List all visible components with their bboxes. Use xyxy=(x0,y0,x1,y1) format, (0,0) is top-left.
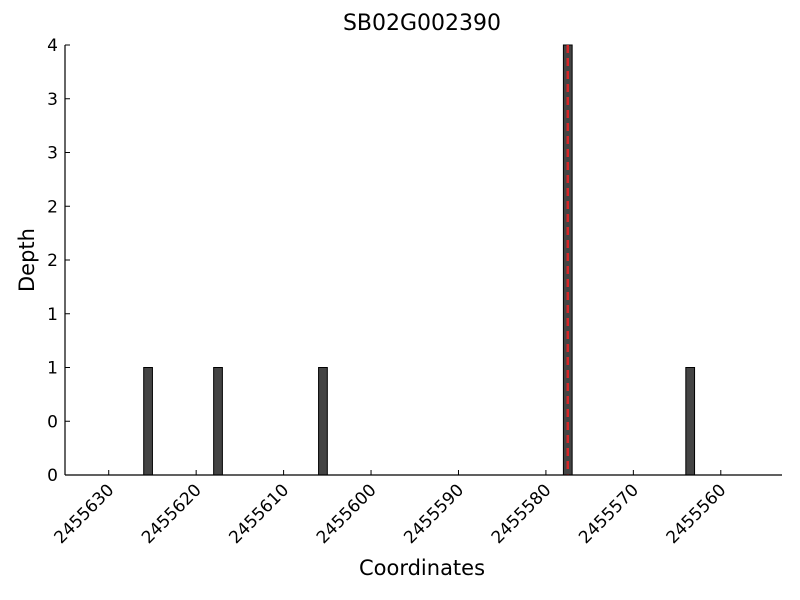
bar xyxy=(143,367,153,476)
x-tick-label: 2455580 xyxy=(488,480,556,548)
chart-title: SB02G002390 xyxy=(343,11,501,36)
x-tick-label: 2455590 xyxy=(400,480,468,548)
y-tick-label: 2 xyxy=(47,251,58,271)
y-tick-label: 3 xyxy=(47,144,58,164)
y-tick-label: 3 xyxy=(47,90,58,110)
bar xyxy=(685,367,696,476)
x-tick-label: 2455630 xyxy=(51,480,119,548)
x-tick-label: 2455570 xyxy=(575,480,643,548)
x-tick-label: 2455600 xyxy=(313,480,381,548)
x-tick-label: 2455560 xyxy=(663,480,731,548)
y-axis-label: Depth xyxy=(15,228,39,292)
bar xyxy=(318,367,328,476)
x-tick-label: 2455620 xyxy=(138,480,206,548)
y-tick-label: 4 xyxy=(47,36,58,56)
bar xyxy=(213,367,223,476)
x-axis-label: Coordinates xyxy=(359,556,485,580)
y-tick-label: 2 xyxy=(47,197,58,217)
y-tick-label: 1 xyxy=(47,305,58,325)
y-tick-label: 1 xyxy=(47,359,58,379)
y-tick-label: 0 xyxy=(47,412,58,432)
y-tick-label: 0 xyxy=(47,466,58,486)
x-tick-label: 2455610 xyxy=(225,480,293,548)
